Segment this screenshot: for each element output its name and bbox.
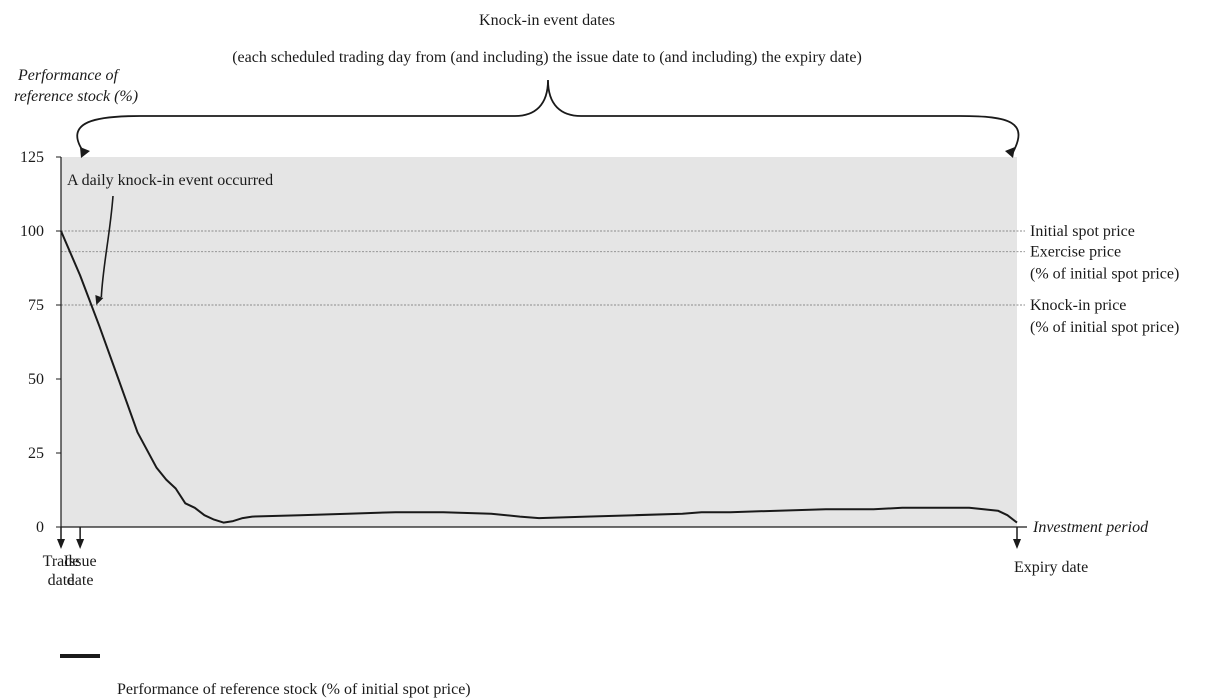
annotation-arrowhead xyxy=(95,295,104,305)
reference-label: Exercise price xyxy=(1030,244,1121,261)
date-marker-arrowhead xyxy=(57,539,65,549)
legend-label: Performance of reference stock (% of ini… xyxy=(117,681,471,698)
axes: 125 100 75 50 25 0 xyxy=(20,149,1027,536)
brace-arrow-right xyxy=(1005,147,1015,158)
date-marker-label-sub: date xyxy=(48,572,75,589)
series-lines xyxy=(60,230,1018,524)
y-tick-label: 100 xyxy=(20,223,44,240)
y-tick-label: 25 xyxy=(28,445,44,462)
annotation-text: A daily knock-in event occurred xyxy=(67,172,273,189)
x-axis-label: Investment period xyxy=(1032,519,1149,536)
brace-arrow-left xyxy=(80,147,90,158)
date-marker-label-sub: date xyxy=(67,572,94,589)
y-tick-label: 0 xyxy=(36,519,44,536)
date-marker-label: Issue xyxy=(64,553,97,570)
top-brace xyxy=(76,79,1020,155)
date-markers: Trade date Issue date Expiry date xyxy=(43,527,1088,589)
date-marker-label: Expiry date xyxy=(1014,559,1088,576)
reference-label-sub: (% of initial spot price) xyxy=(1030,319,1179,336)
chart-title: Knock-in event dates xyxy=(479,12,615,29)
chart-subtitle: (each scheduled trading day from (and in… xyxy=(232,49,862,66)
reference-label: Knock-in price xyxy=(1030,297,1126,314)
date-marker-label: Trade xyxy=(43,553,80,570)
y-tick-label: 125 xyxy=(20,149,44,166)
y-tick-label: 50 xyxy=(28,371,44,388)
date-marker-arrowhead xyxy=(1013,539,1021,549)
y-tick-label: 75 xyxy=(28,297,44,314)
shaded-knock-in-region xyxy=(61,157,1017,527)
legend-swatch xyxy=(60,654,100,658)
date-marker-arrowhead xyxy=(76,539,85,549)
series-line xyxy=(60,230,1018,524)
reference-label: Initial spot price xyxy=(1030,223,1135,240)
annotation-arrow xyxy=(100,195,114,298)
reference-label-sub: (% of initial spot price) xyxy=(1030,266,1179,283)
reference-lines: Initial spot price Exercise price (% of in… xyxy=(61,223,1179,336)
shaded-region xyxy=(61,157,1017,527)
y-axis-label-line1: Performance of xyxy=(17,67,121,84)
annotations: A daily knock-in event occurred xyxy=(67,172,273,305)
y-axis-label-line2: reference stock (%) xyxy=(14,88,138,105)
